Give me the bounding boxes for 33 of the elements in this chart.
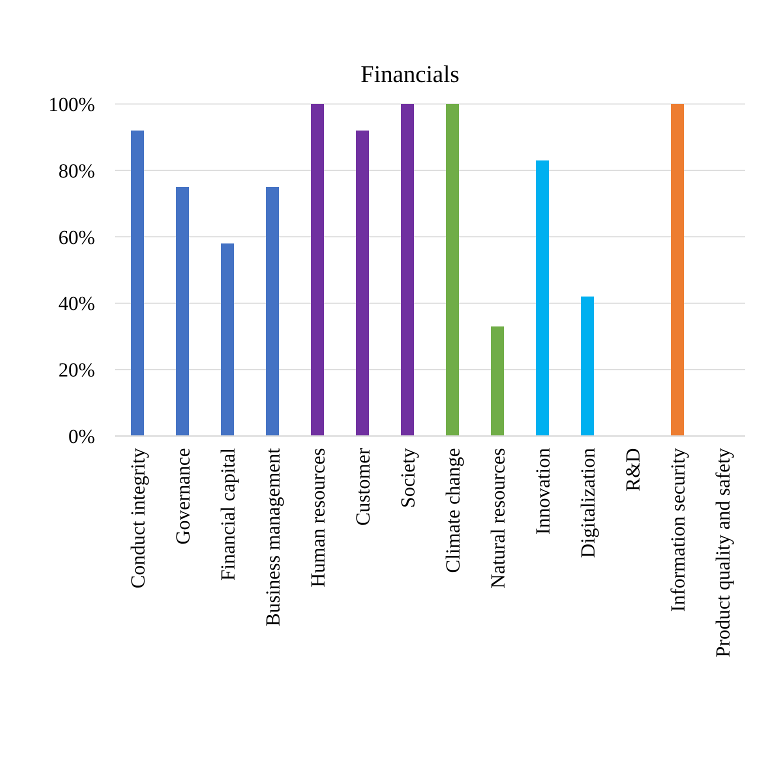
bar: [536, 160, 549, 436]
bar: [311, 104, 324, 436]
x-tick-label: Natural resources: [488, 448, 510, 588]
bar: [176, 187, 189, 436]
bar: [221, 243, 234, 436]
y-tick-label: 0%: [68, 426, 95, 448]
y-tick-label: 40%: [58, 293, 95, 316]
bar: [266, 187, 279, 436]
x-tick-label: Conduct integrity: [128, 448, 150, 589]
bar: [131, 130, 144, 436]
chart-title: Financials: [360, 62, 460, 88]
x-tick-label: Digitalization: [578, 448, 600, 558]
x-tick-label: Society: [398, 448, 420, 508]
y-tick-label: 60%: [58, 226, 95, 249]
bar: [491, 326, 504, 436]
bar: [401, 104, 414, 436]
y-tick-label: 20%: [58, 360, 95, 382]
x-tick-label: Information security: [668, 448, 690, 612]
x-tick-label: Climate change: [442, 448, 464, 573]
bar: [446, 104, 459, 436]
y-tick-label: 80%: [58, 160, 95, 182]
x-tick-label: R&D: [622, 448, 644, 492]
x-tick-label: Human resources: [308, 448, 330, 588]
x-tick-label: Innovation: [532, 448, 554, 535]
bar: [356, 130, 369, 436]
bar: [581, 296, 594, 436]
y-tick-label: 100%: [48, 94, 95, 116]
x-tick-label: Financial capital: [218, 448, 240, 581]
bar: [671, 104, 684, 436]
x-tick-label: Product quality and safety: [712, 448, 734, 658]
x-tick-label: Business management: [262, 448, 284, 626]
x-tick-label: Customer: [352, 448, 374, 526]
x-tick-label: Governance: [172, 448, 194, 545]
